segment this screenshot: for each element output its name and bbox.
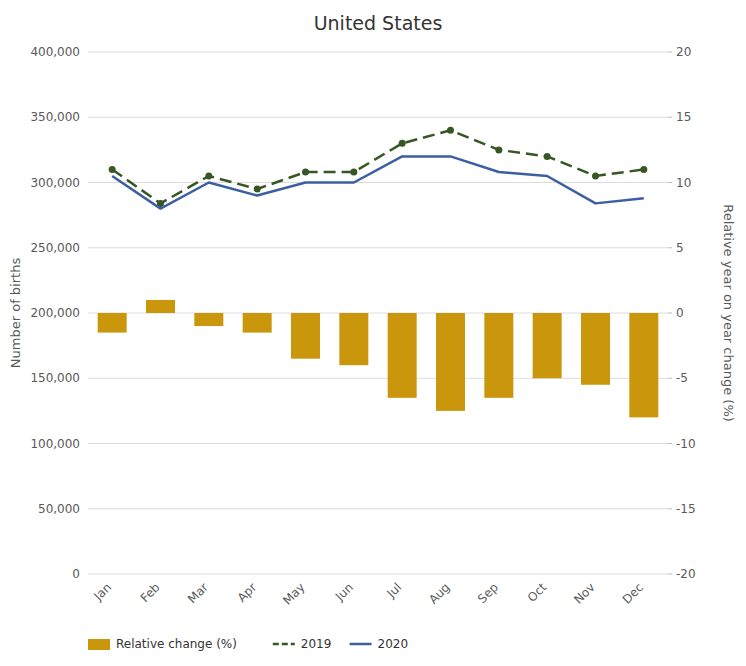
legend-label: 2019 — [301, 637, 332, 651]
y2-tick — [668, 182, 672, 183]
line-marker — [447, 127, 454, 134]
line-marker — [350, 169, 357, 176]
bar — [291, 313, 320, 359]
line-series — [109, 127, 648, 207]
x-tick-label: May — [280, 580, 307, 607]
y2-tick — [668, 574, 672, 575]
title: United States — [314, 12, 443, 34]
grid-line — [88, 117, 668, 118]
y2-tick-label: -20 — [676, 567, 696, 581]
x-tick-label: Jun — [332, 580, 356, 604]
y-tick-label: 100,000 — [30, 437, 80, 451]
y2-tick-label: -5 — [676, 371, 688, 385]
y2-tick-label: -10 — [676, 437, 696, 451]
bar — [581, 313, 610, 385]
bar — [146, 300, 175, 313]
y-axis-label: Number of births — [8, 258, 23, 369]
y2-tick-label: 20 — [676, 45, 691, 59]
y2-tick — [668, 52, 672, 53]
grid-line — [88, 182, 668, 183]
y2-tick — [668, 313, 672, 314]
chart: United States 0 50,000 100,000 150,000 200,00… — [0, 0, 746, 666]
bar — [484, 313, 513, 398]
bar — [629, 313, 658, 417]
legend-swatch — [273, 643, 295, 646]
line-marker — [109, 166, 116, 173]
y2-tick — [668, 508, 672, 509]
background — [0, 0, 746, 666]
legend-swatch — [350, 643, 372, 646]
grid-line — [88, 508, 668, 509]
x-tick-label: Jul — [383, 580, 404, 601]
x-tick-label: Oct — [525, 580, 550, 605]
grid-line — [88, 574, 668, 575]
y-tick-label: 350,000 — [30, 110, 80, 124]
x-tick-label: Jan — [91, 580, 115, 604]
line-marker — [254, 186, 261, 193]
line-marker — [592, 172, 599, 179]
y-tick-label: 0 — [72, 567, 80, 581]
bar — [339, 313, 368, 365]
line-marker — [640, 166, 647, 173]
y2-tick-label: 5 — [676, 241, 684, 255]
grid — [88, 52, 668, 574]
y2-tick-label: -15 — [676, 502, 696, 516]
axes: 0 50,000 100,000 150,000 200,000 250,000 300,0… — [30, 45, 695, 608]
line-marker — [495, 146, 502, 153]
legend-label: 2020 — [378, 637, 409, 651]
line-marker — [399, 140, 406, 147]
legend: Relative change (%) 2019 2020 — [88, 637, 408, 651]
bar — [243, 313, 272, 333]
chart-container: United States 0 50,000 100,000 150,000 200,00… — [0, 0, 746, 666]
y2-tick — [668, 117, 672, 118]
y2-tick-label: 10 — [676, 176, 691, 190]
y-tick-label: 200,000 — [30, 306, 80, 320]
line-series — [112, 156, 644, 208]
x-tick-label: Mar — [185, 580, 211, 606]
bar — [194, 313, 223, 326]
bar — [388, 313, 417, 398]
grid-line — [88, 247, 668, 248]
y2-axis-label: Relative year on year change (%) — [721, 204, 736, 422]
y2-tick — [668, 247, 672, 248]
grid-line — [88, 52, 668, 53]
x-tick-label: Aug — [426, 580, 452, 606]
x-tick-label: Sep — [475, 580, 501, 606]
line-marker — [302, 169, 309, 176]
bar — [533, 313, 562, 378]
y-tick-label: 400,000 — [30, 45, 80, 59]
x-tick-label: Nov — [571, 580, 597, 606]
legend-swatch — [88, 639, 110, 650]
y-tick-label: 250,000 — [30, 241, 80, 255]
x-tick-label: Feb — [138, 580, 163, 605]
y2-tick — [668, 378, 672, 379]
legend-label: Relative change (%) — [116, 637, 237, 651]
x-tick-label: Dec — [620, 580, 646, 606]
y2-tick — [668, 443, 672, 444]
y2-tick-label: 15 — [676, 110, 691, 124]
plot-area — [98, 127, 659, 418]
line-marker — [544, 153, 551, 160]
y2-tick-label: 0 — [676, 306, 684, 320]
y-tick-label: 300,000 — [30, 176, 80, 190]
x-tick-label: Apr — [235, 580, 260, 605]
y-tick-label: 150,000 — [30, 371, 80, 385]
line — [112, 156, 644, 208]
grid-line — [88, 443, 668, 444]
bar — [98, 313, 127, 333]
bar — [436, 313, 465, 411]
line-marker — [205, 172, 212, 179]
bar-series — [98, 300, 659, 417]
y-tick-label: 50,000 — [38, 502, 80, 516]
